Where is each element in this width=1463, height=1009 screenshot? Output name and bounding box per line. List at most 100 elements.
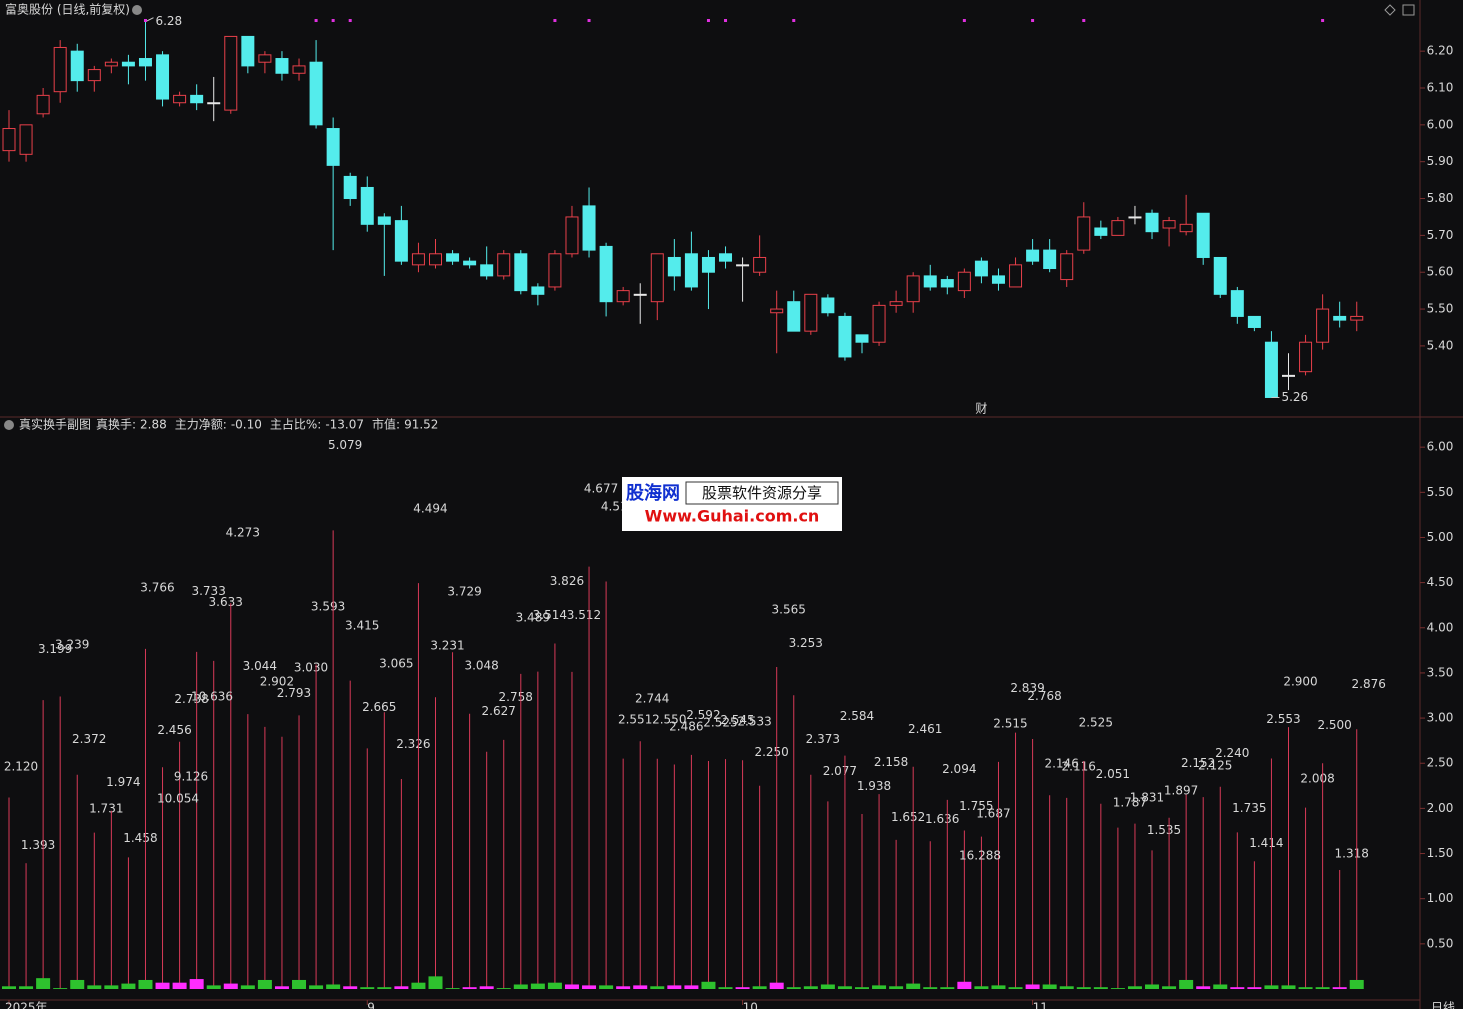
candle-body [275,58,289,74]
candle-body [1316,308,1330,343]
value-label: 2.120 [4,759,38,773]
candle-body [36,94,50,115]
value-label: 4.494 [413,501,447,515]
net-bar [104,985,119,989]
value-label: 3.729 [447,585,481,599]
value-label: 2.158 [874,755,908,769]
indicator-name: 真换手: [96,418,136,432]
candle-body [804,293,818,332]
value-label: 1.787 [1113,795,1147,809]
value-label: 1.831 [1130,791,1164,805]
y-tick-label: 5.70 [1427,228,1454,242]
value-label: 3.231 [430,639,464,653]
value-label: 1.458 [123,831,157,845]
candle-body [1162,220,1176,229]
value-label: 2.525 [703,715,737,729]
candle-body [736,264,750,267]
y-tick-label: 2.50 [1427,756,1454,770]
x-tick-label: 10 [743,1001,758,1009]
net-bar [1042,984,1057,989]
y-tick-label: 0.50 [1427,936,1454,950]
value-label: 2.500 [1317,718,1351,732]
candle-body [565,216,579,255]
diamond-icon[interactable] [1384,4,1396,16]
value-label: 2.250 [754,745,788,759]
value-label: 2.876 [1352,677,1386,691]
candle-body [173,94,187,104]
value-label: 3.415 [345,619,379,633]
watermark-name: 股海网 [625,482,680,504]
value-label: 2.240 [1215,746,1249,760]
net-bar [923,987,938,989]
signal-dot [706,19,710,22]
value-label: 3.514 [533,608,567,622]
candle-body [719,253,733,262]
candle-body [991,275,1005,284]
signal-dot [1321,19,1325,22]
indicator-name: 主力净额: [175,418,227,432]
window-icon[interactable] [1402,4,1415,16]
candle-body [1077,216,1091,251]
value-label: 1.535 [1147,823,1181,837]
candle-body [906,275,920,303]
value-label: 2.665 [362,700,396,714]
y-tick-label: 2.00 [1427,801,1454,815]
value-label: 2.758 [499,690,533,704]
menu-icon[interactable] [132,5,142,15]
value-label: 3.633 [209,595,243,609]
candle-body [889,301,903,306]
candle-body [497,253,511,277]
value-label: 2.373 [806,732,840,746]
candle-body [258,54,272,63]
value-label: 3.239 [55,638,89,652]
signal-dot [1082,19,1086,22]
y-tick-label: 6.20 [1427,44,1454,58]
value-label: 2.584 [840,709,874,723]
value-label: 1.735 [1232,801,1266,815]
candle-body [872,304,886,343]
candle-body [923,275,937,288]
candle-body [326,128,340,166]
net-bar [479,986,494,989]
candle-body [753,256,767,273]
signal-dot [587,19,591,22]
net-bar [1196,986,1211,989]
indicator-value: 91.52 [404,418,438,432]
y-tick-label: 6.00 [1427,440,1454,454]
value-label: 3.030 [294,660,328,674]
collapse-icon[interactable] [4,420,14,430]
candle-body [667,256,681,277]
value-label: 3.044 [243,659,277,673]
net-bar [1093,987,1108,989]
net-bar [326,984,341,989]
net-bar [292,979,307,989]
indicator-name: 市值: [372,417,400,432]
y-tick-label: 5.40 [1427,338,1454,352]
net-bar [735,987,750,989]
candle-body [429,253,442,266]
indicator-value: -0.10 [231,418,262,432]
value-label: 2.152 [1181,756,1215,770]
value-label: 2.744 [635,692,669,706]
candle-body [1299,341,1313,373]
value-label: 2.902 [260,674,294,688]
candle-body [1350,315,1364,321]
net-bar [1332,987,1347,989]
net-bar [855,987,869,989]
y-tick-label: 6.10 [1427,81,1454,95]
candle-body [940,279,954,288]
net-bar [530,983,545,989]
net-bar [1110,988,1125,989]
extreme-label: 5.26 [1281,390,1308,404]
net-bar [223,983,238,989]
net-bar [837,986,852,989]
net-bar [582,985,597,989]
value-label: 1.938 [857,779,891,793]
x-tick-label: 11 [1033,1001,1048,1009]
value-label: 3.733 [191,584,225,598]
net-bar [616,986,631,989]
value-label: 3.065 [379,657,413,671]
candle-body [360,186,374,225]
net-bar [1247,987,1262,989]
